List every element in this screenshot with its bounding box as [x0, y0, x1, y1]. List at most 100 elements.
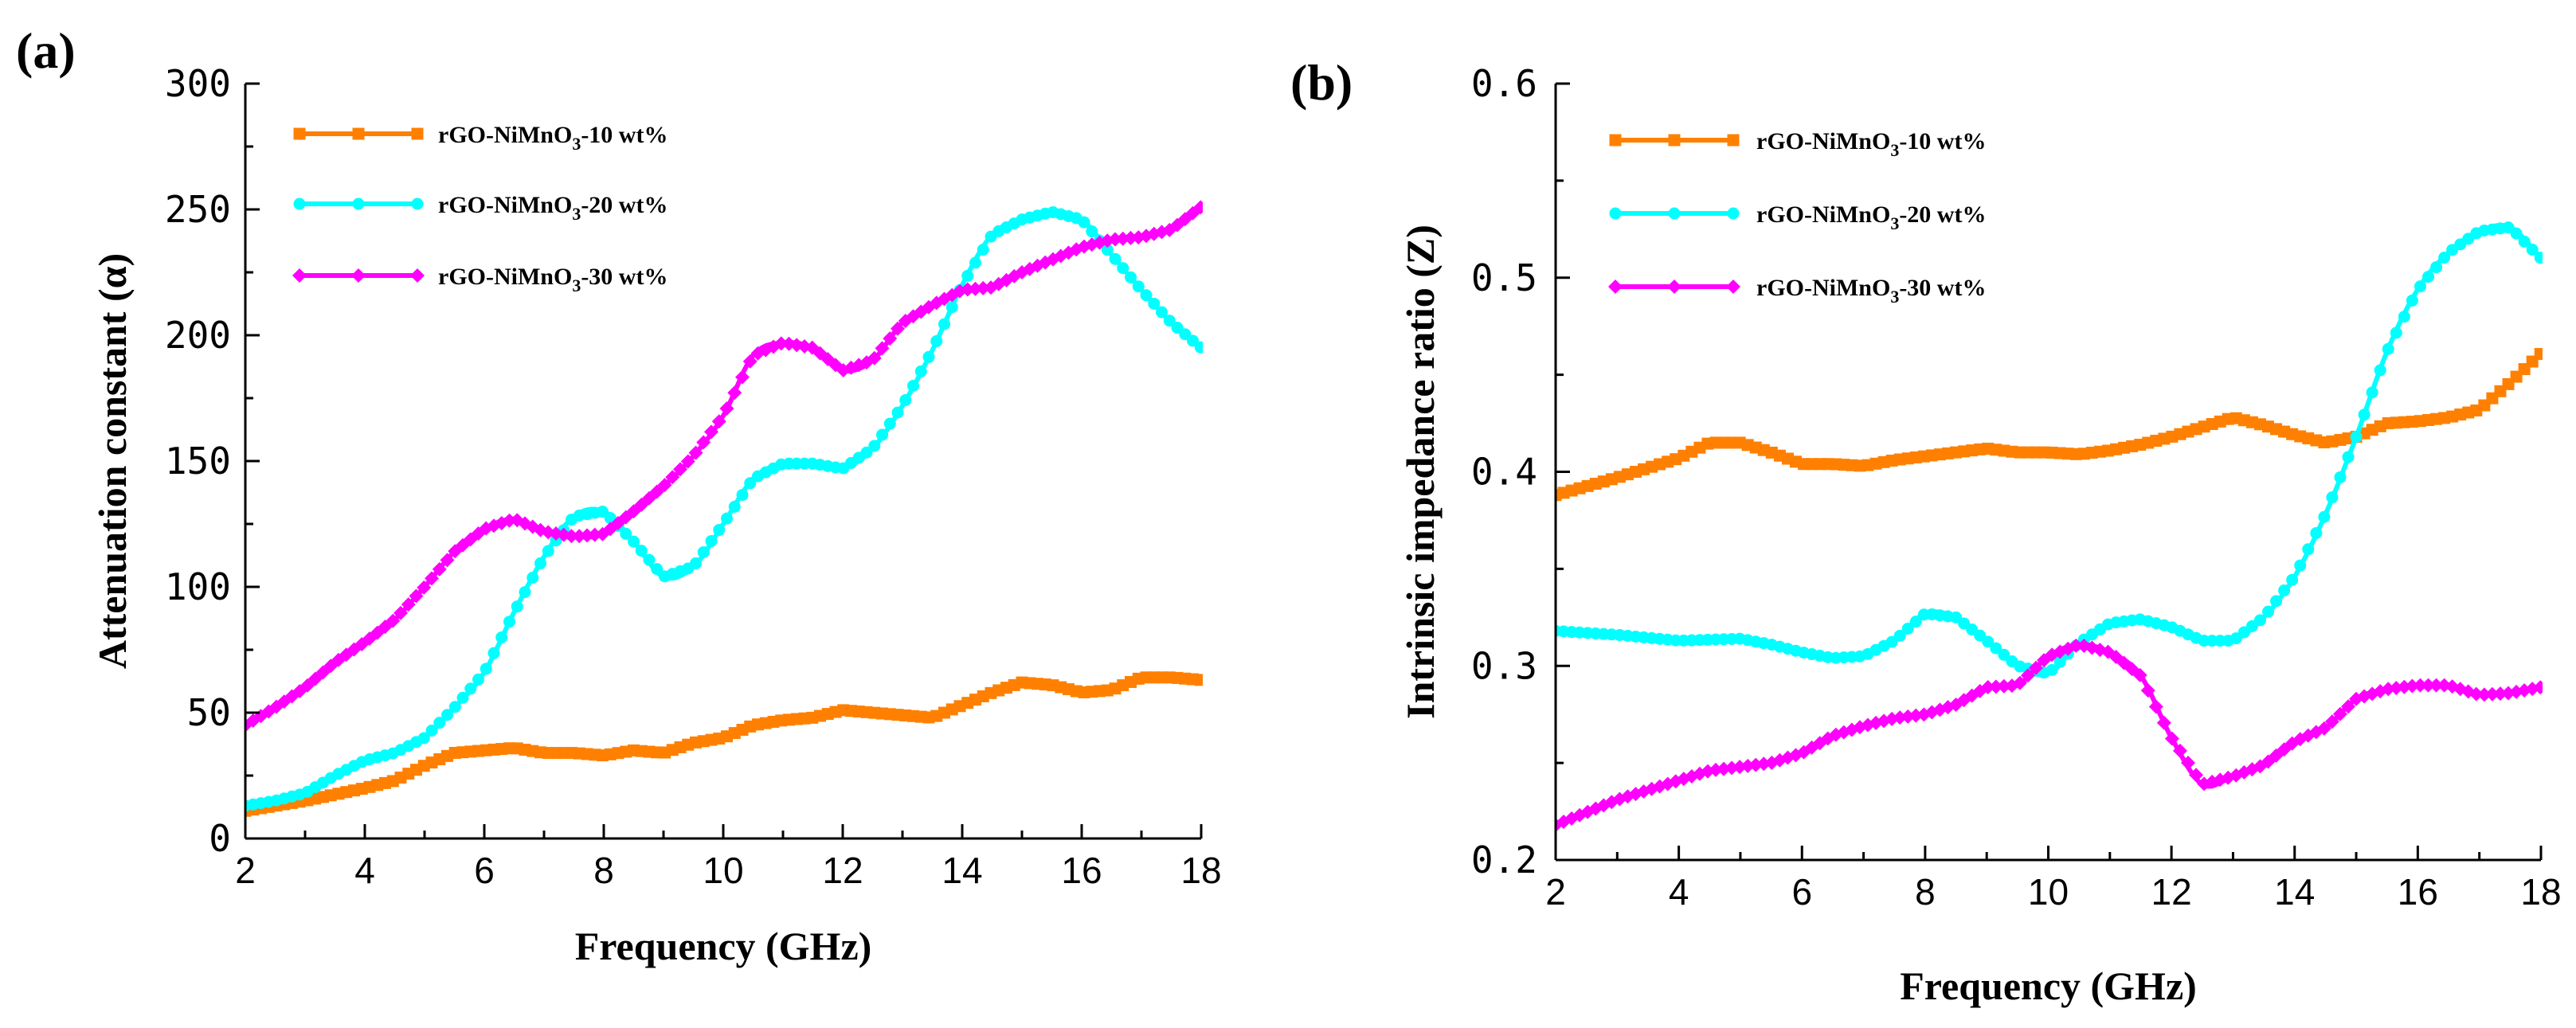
x-tick-label: 16 [1061, 850, 1102, 891]
legend-item-1: rGO-NiMnO3-20 wt% [1609, 201, 1986, 233]
x-tick-label: 6 [474, 850, 495, 891]
series-marker [2413, 678, 2428, 693]
legend-label-suffix: -30 wt% [581, 264, 667, 290]
series-marker [409, 588, 424, 604]
series-marker [1893, 629, 1906, 642]
series-marker [1988, 679, 2003, 694]
series-marker [945, 301, 958, 314]
series-marker [713, 524, 726, 537]
series-marker [2405, 678, 2420, 694]
legend-label: rGO-NiMnO3-30 wt% [438, 264, 667, 295]
legend-label: rGO-NiMnO3-10 wt% [438, 122, 667, 154]
series-marker [930, 334, 943, 347]
legend-label-suffix: -10 wt% [1899, 128, 1986, 154]
y-axis-title: Attenuation constant (α) [90, 253, 135, 669]
y-axis-title: Intrinsic impedance ratio (Z) [1398, 225, 1443, 719]
series-marker [1996, 678, 2011, 694]
series-marker [2421, 678, 2436, 693]
series-marker [2164, 731, 2179, 746]
legend-swatch-marker [1727, 207, 1740, 220]
series-marker [2180, 756, 2195, 771]
legend-swatch-marker [293, 127, 306, 140]
series-1 [245, 206, 1203, 812]
series-marker [2533, 680, 2543, 695]
series-1 [1556, 221, 2543, 679]
series-marker [1117, 262, 1129, 275]
series-marker [876, 428, 888, 441]
series-marker [899, 394, 912, 407]
series-marker [1990, 642, 2002, 655]
series-marker [2492, 686, 2507, 702]
series-marker [696, 435, 711, 450]
series-marker [977, 244, 989, 256]
series-marker [2324, 714, 2339, 729]
series-marker [2518, 235, 2531, 248]
series-marker [2172, 743, 2187, 758]
series-marker [441, 709, 453, 721]
x-tick-label: 10 [2028, 871, 2069, 913]
legend-swatch-marker [1726, 279, 1740, 294]
series-marker [432, 561, 447, 577]
legend-swatch-marker [411, 127, 424, 140]
series-marker [433, 717, 446, 729]
legend-item-2: rGO-NiMnO3-30 wt% [292, 264, 667, 295]
series-marker [502, 513, 517, 528]
series-marker [495, 631, 508, 643]
series-marker [2278, 584, 2291, 597]
series-marker [651, 563, 664, 576]
series-marker [2318, 510, 2331, 523]
x-tick-label: 16 [2398, 871, 2438, 913]
series-marker [2334, 471, 2347, 483]
series-marker [2310, 527, 2323, 540]
series-marker [2302, 543, 2315, 556]
y-tick-label: 0.2 [1471, 838, 1537, 881]
legend-swatch-marker [1668, 207, 1681, 220]
legend: rGO-NiMnO3-10 wt% rGO-NiMnO3-20 wt% rGO-Ni… [1608, 128, 1986, 307]
legend-label-subscript: 3 [1890, 140, 1899, 160]
series-marker [1132, 280, 1145, 293]
series-marker [742, 354, 758, 369]
legend: rGO-NiMnO3-10 wt% rGO-NiMnO3-20 wt% rGO-Ni… [292, 122, 667, 295]
series-marker [665, 470, 680, 485]
series-marker [2374, 364, 2386, 377]
x-axis-title: Frequency (GHz) [575, 924, 872, 968]
series-marker [690, 557, 702, 569]
x-tick-label: 8 [1915, 871, 1936, 913]
y-tick-label: 0.6 [1471, 62, 1537, 105]
series-marker [1194, 341, 1203, 354]
legend-label-suffix: -10 wt% [581, 122, 667, 148]
series-marker [883, 417, 896, 430]
legend-item-0: rGO-NiMnO3-10 wt% [293, 122, 667, 154]
series-marker [386, 613, 401, 628]
series-marker [657, 478, 672, 493]
y-tick-label: 0.5 [1471, 256, 1537, 299]
series-marker [1125, 271, 1137, 283]
series-marker [2342, 451, 2355, 463]
series-marker [891, 321, 905, 336]
series-marker [519, 586, 531, 599]
y-tick-label: 0 [209, 817, 231, 860]
series-marker [736, 489, 749, 502]
legend-swatch-marker [1608, 279, 1623, 294]
x-tick-label: 14 [942, 850, 982, 891]
legend-item-1: rGO-NiMnO3-20 wt% [293, 192, 667, 224]
legend-swatch-marker [352, 197, 365, 210]
series-marker [393, 605, 408, 620]
series-marker [961, 269, 974, 282]
x-tick-label: 10 [703, 850, 743, 891]
legend-label: rGO-NiMnO3-30 wt% [1756, 275, 1986, 307]
series-marker [2390, 326, 2402, 339]
legend-swatch-marker [293, 197, 306, 210]
legend-label-prefix: rGO-NiMnO [1756, 128, 1890, 154]
series-marker [2148, 699, 2163, 714]
series-marker [1901, 623, 1914, 635]
panel-label: (a) [16, 22, 76, 79]
series-marker [480, 663, 492, 675]
series-marker [2422, 271, 2435, 283]
series-marker [2069, 638, 2084, 653]
series-marker [456, 691, 469, 704]
legend-swatch-marker [1727, 134, 1740, 147]
axes: 2 4 6 8 10 12 14 16 18 0.2 0.3 0.4 0.5 0.6 [1471, 62, 2562, 913]
series-marker [688, 445, 703, 460]
series-marker [1086, 225, 1098, 238]
